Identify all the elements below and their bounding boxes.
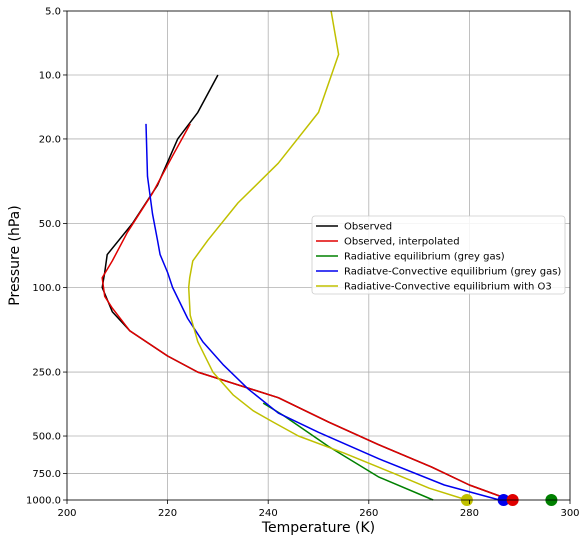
x-tick-label: 300 xyxy=(560,508,579,519)
y-tick-label: 500.0 xyxy=(32,432,61,443)
y-tick-label: 50.0 xyxy=(39,219,61,230)
x-tick-label: 280 xyxy=(460,508,479,519)
legend-entry: Radiative equilibrium (grey gas) xyxy=(344,252,505,263)
x-tick-label: 200 xyxy=(57,508,76,519)
series-line-2 xyxy=(101,123,511,501)
legend: Observed Observed, interpolated Radiative … xyxy=(311,215,566,295)
plot-frame xyxy=(66,10,571,501)
legend-entry: Observed, interpolated xyxy=(344,237,460,248)
legend-entry: Radiative-Convective equilibrium with O3 xyxy=(344,282,552,293)
y-tick-label: 250.0 xyxy=(32,368,61,379)
series-lines xyxy=(101,10,511,501)
series-line-5 xyxy=(187,10,468,501)
x-axis-label: Temperature (K) xyxy=(261,520,375,536)
y-axis-label: Pressure (hPa) xyxy=(7,205,23,305)
y-tick-label: 100.0 xyxy=(32,283,61,294)
x-tick-label: 260 xyxy=(359,508,378,519)
y-axis-ticks: 5.0 10.0 20.0 50.0 100.0 250.0 500.0 750.0 1000.… xyxy=(26,7,67,507)
y-tick-label: 1000.0 xyxy=(26,496,61,507)
y-tick-label: 10.0 xyxy=(39,70,61,81)
x-tick-label: 220 xyxy=(158,508,177,519)
legend-entry: Radiatve-Convective equilibrium (grey ga… xyxy=(344,267,561,278)
y-tick-label: 750.0 xyxy=(32,469,61,480)
x-axis-ticks: 200 220 240 260 280 300 xyxy=(57,500,580,519)
y-tick-label: 20.0 xyxy=(39,134,61,145)
legend-entry: Observed xyxy=(344,222,392,233)
x-tick-label: 240 xyxy=(259,508,278,519)
legend-box xyxy=(311,215,566,295)
y-tick-label: 5.0 xyxy=(45,7,61,18)
